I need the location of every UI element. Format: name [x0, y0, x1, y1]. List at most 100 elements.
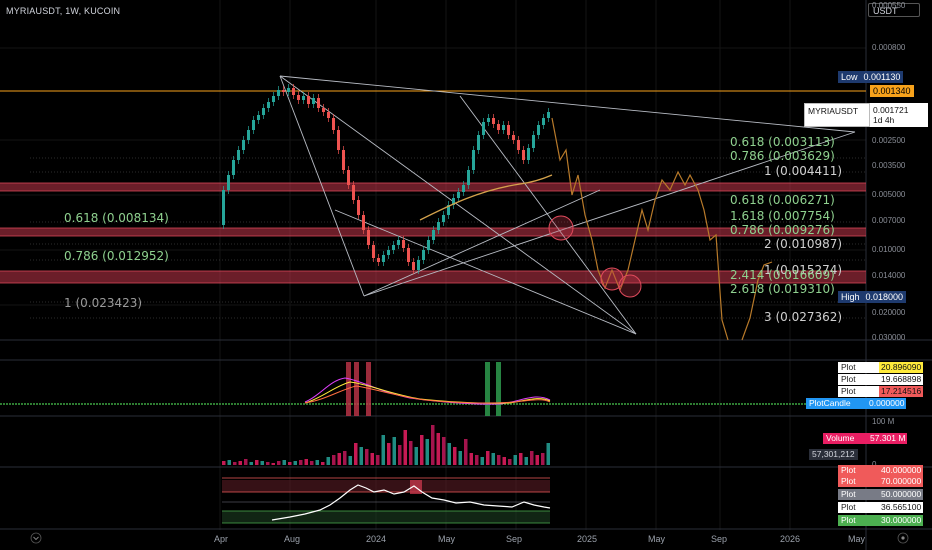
volume-bar — [227, 460, 231, 465]
candle — [377, 258, 380, 262]
candle — [522, 150, 525, 160]
price-tick: 0.003500 — [872, 161, 906, 170]
volume-bar — [425, 439, 429, 465]
candle — [282, 90, 285, 92]
time-axis-label: Apr — [214, 534, 229, 544]
volume-bar — [293, 461, 297, 465]
candle — [537, 125, 540, 135]
candle — [412, 262, 415, 270]
candle — [337, 130, 340, 150]
chart-symbol[interactable]: MYRIAUSDT, 1W, KUCOIN — [6, 6, 121, 16]
volume-bar — [431, 425, 435, 465]
volume-bar — [453, 447, 457, 465]
volume-bar — [398, 445, 402, 465]
volume-bar — [475, 455, 479, 465]
volume-bar — [337, 453, 341, 465]
fib-label: 2.414 (0.016609) — [730, 268, 835, 282]
high-price-tag: High 0.018000 — [838, 291, 907, 303]
candle — [347, 170, 350, 185]
candle — [357, 200, 360, 215]
volume-bar — [486, 451, 490, 465]
time-axis-label: May — [648, 534, 666, 544]
volume-bar — [381, 435, 385, 465]
current-price-tag: 0.001721 1d 4h — [870, 103, 928, 127]
candle — [427, 240, 430, 250]
candle — [417, 260, 420, 270]
chevron-down-icon[interactable] — [30, 532, 42, 544]
candle — [497, 124, 500, 130]
volume-bar — [238, 461, 242, 465]
fib-label: 0.786 (0.003629) — [730, 149, 835, 163]
volume-bar — [508, 459, 512, 465]
indicator-value-tag: Plot 50.000000 — [838, 489, 924, 500]
horizontal-line-price-tag: 0.001340 — [870, 85, 914, 97]
price-tick: 0.000800 — [872, 43, 906, 52]
volume-bar — [469, 453, 473, 465]
candle — [302, 96, 305, 100]
fib-label: 1 (0.023423) — [64, 296, 143, 310]
fib-label: 3 (0.027362) — [764, 310, 843, 324]
volume-bar — [315, 460, 319, 465]
volume-bar — [348, 456, 352, 465]
time-axis-label: 2025 — [577, 534, 598, 544]
volume-bar — [524, 457, 528, 465]
currency-selector[interactable]: USDT — [868, 3, 920, 17]
candle — [332, 118, 335, 130]
time-axis-label: Aug — [284, 534, 301, 544]
candle — [442, 215, 445, 222]
candle — [322, 108, 325, 112]
volume-bar — [414, 447, 418, 465]
indicator-value-tag: Plot 17.214516 — [838, 386, 924, 397]
candle — [397, 240, 400, 245]
candle — [362, 215, 365, 230]
candle — [237, 150, 240, 160]
volume-bar — [387, 443, 391, 465]
volume-bar — [222, 461, 226, 465]
volume-bar — [442, 437, 446, 465]
volume-bar — [277, 461, 281, 465]
candle — [387, 250, 390, 255]
volume-bar — [304, 459, 308, 465]
candle — [482, 122, 485, 135]
candle — [452, 198, 455, 205]
candle — [287, 88, 290, 92]
volume-bar — [436, 433, 440, 465]
candle — [277, 90, 280, 96]
price-tick: 0.002500 — [872, 136, 906, 145]
volume-bar — [354, 443, 358, 465]
volume-bar — [497, 455, 501, 465]
candle — [257, 115, 260, 120]
volume-bar — [513, 455, 517, 465]
candle — [342, 150, 345, 170]
candle — [432, 230, 435, 240]
volume-bar — [249, 462, 253, 465]
candle — [367, 230, 370, 245]
time-axis-label: Sep — [711, 534, 728, 544]
candle — [437, 222, 440, 230]
candle — [317, 98, 320, 108]
candle — [267, 102, 270, 108]
volume-bar — [491, 453, 495, 465]
fib-label: 1 (0.015274) — [764, 263, 843, 277]
candle — [467, 170, 470, 185]
price-tick: 0.007000 — [872, 216, 906, 225]
volume-bar — [282, 460, 286, 465]
candle — [352, 185, 355, 200]
volume-bar — [343, 451, 347, 465]
candle — [382, 255, 385, 262]
settings-icon[interactable] — [897, 532, 909, 544]
volume-bar — [447, 443, 451, 465]
volume-bar — [288, 462, 292, 465]
candle — [457, 192, 460, 198]
time-axis-label: May — [848, 534, 866, 544]
candle — [292, 88, 295, 95]
candle — [232, 160, 235, 175]
candle — [307, 96, 310, 104]
candle — [242, 140, 245, 150]
fib-label: 1 (0.004411) — [764, 164, 843, 178]
fib-label: 0.618 (0.008134) — [64, 211, 169, 225]
volume-bar — [519, 453, 523, 465]
candle — [272, 96, 275, 102]
price-tick: 0.030000 — [872, 333, 906, 342]
